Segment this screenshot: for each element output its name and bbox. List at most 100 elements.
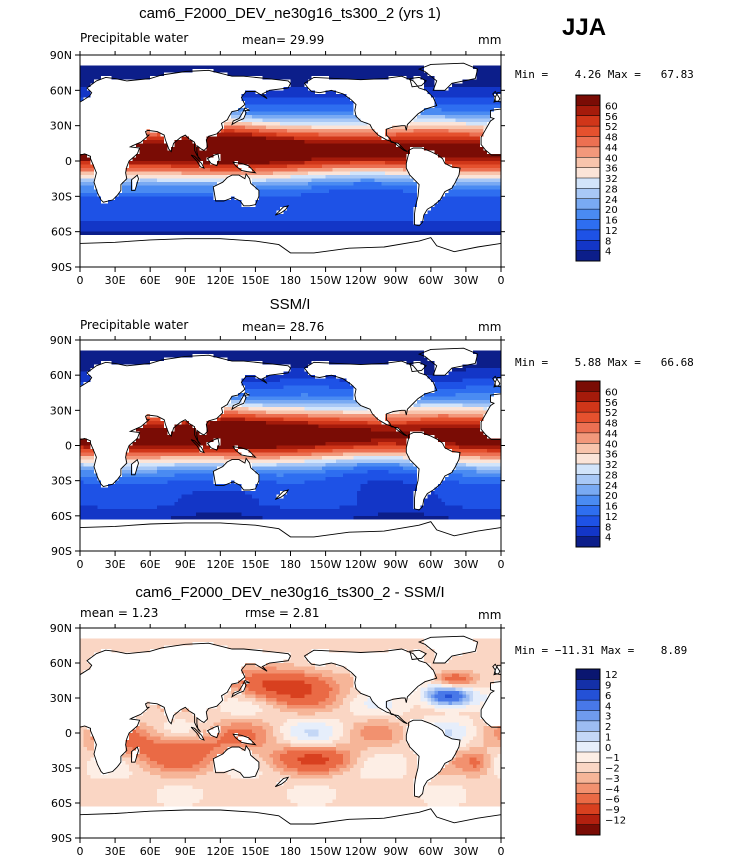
colorbar-label: 52 <box>605 408 618 419</box>
colorbar-swatch <box>576 422 600 434</box>
y-tick-label: 90S <box>51 261 72 274</box>
x-tick-label: 120W <box>345 274 377 287</box>
map-panel-1: 0 30E 60E 90E 120E 150E 180 150W 120W 90W 60W 30W 09… <box>50 49 505 287</box>
colorbar-swatch <box>576 762 600 774</box>
coast-westAfricaLeft <box>480 108 501 156</box>
x-tick-label: 60E <box>140 558 161 571</box>
panel1-minmax: Min = 4.26 Max = 67.83 <box>515 68 694 81</box>
x-tick-label: 180 <box>280 274 301 287</box>
panel1-title: cam6_F2000_DEV_ne30g16_ts300_2 (yrs 1) <box>139 5 441 22</box>
x-tick-label: 150W <box>310 845 342 858</box>
colorbar-swatch <box>576 453 600 465</box>
colorbar-label: 36 <box>605 450 618 461</box>
colorbar-label: 44 <box>605 429 618 440</box>
colorbar-label: 20 <box>605 491 618 502</box>
coast-sumatra <box>190 154 205 169</box>
x-tick-label: 150E <box>241 274 269 287</box>
y-tick-label: 90N <box>50 49 72 62</box>
coast-newGuinea <box>232 446 257 458</box>
y-tick-label: 0 <box>65 155 72 168</box>
y-tick-label: 30N <box>50 404 72 417</box>
coast-baffin <box>409 361 427 373</box>
coast-newZealand <box>274 205 290 216</box>
coast-japan <box>231 679 250 698</box>
colorbar-swatch <box>576 474 600 486</box>
colorbar-swatch <box>576 391 600 403</box>
coast-newGuinea <box>232 161 257 174</box>
coast-madagascar <box>131 746 139 763</box>
colorbar-label: 20 <box>605 205 618 216</box>
colorbar-swatch <box>576 188 600 200</box>
x-tick-label: 30W <box>453 274 478 287</box>
y-tick-label: 90S <box>51 832 72 845</box>
colorbar-swatch <box>576 136 600 148</box>
colorbar-label: −3 <box>605 774 620 785</box>
x-tick-label: 60E <box>140 845 161 858</box>
coast-uk <box>492 663 501 676</box>
colorbar-label: 12 <box>605 670 618 681</box>
x-tick-label: 30E <box>105 558 126 571</box>
colorbar-swatch <box>576 793 600 805</box>
colorbar-label: 4 <box>605 533 611 544</box>
y-tick-label: 60S <box>51 510 72 523</box>
colorbar-label: 16 <box>605 502 618 513</box>
colorbar-label: 60 <box>605 101 618 112</box>
colorbar-label: 32 <box>605 460 618 471</box>
colorbar-swatch <box>576 146 600 158</box>
colorbar-swatch <box>576 515 600 527</box>
x-tick-label: 60W <box>418 558 443 571</box>
panel1-mean-label: mean= 29.99 <box>242 33 325 47</box>
colorbar-swatch <box>576 126 600 137</box>
colorbar-swatch <box>576 157 600 168</box>
colorbar-label: 28 <box>605 184 618 195</box>
panel3-rmse-label: rmse = 2.81 <box>245 606 320 620</box>
colorbar-label: 1 <box>605 732 611 743</box>
colorbar-swatch <box>576 824 600 836</box>
colorbar-label: −1 <box>605 753 620 764</box>
coast-sumatra <box>190 439 205 454</box>
x-tick-label: 0 <box>498 558 505 571</box>
colorbar-label: 12 <box>605 512 618 523</box>
colorbar-swatch <box>576 432 600 444</box>
coast-baffin <box>409 76 427 88</box>
colorbar-swatch <box>576 219 600 231</box>
coast-japan <box>231 392 250 411</box>
colorbar-label: 4 <box>605 701 611 712</box>
colorbar-swatch <box>576 95 600 106</box>
panel2-minmax: Min = 5.88 Max = 66.68 <box>515 356 694 369</box>
colorbar-label: 0 <box>605 743 611 754</box>
y-tick-label: 90N <box>50 334 72 347</box>
colorbar-swatch <box>576 669 600 680</box>
coast-newGuinea <box>232 733 257 746</box>
colorbar-swatch <box>576 783 600 794</box>
map-panel-2: 0 30E 60E 90E 120E 150E 180 150W 120W 90W 60W 30W 09… <box>50 334 505 571</box>
colorbar-swatch <box>576 720 600 732</box>
x-tick-label: 0 <box>77 845 84 858</box>
coast-northAmerica <box>303 648 438 725</box>
coast-southAmerica <box>405 147 461 227</box>
x-tick-label: 60W <box>418 274 443 287</box>
x-tick-label: 90E <box>175 274 196 287</box>
x-tick-label: 0 <box>77 274 84 287</box>
coast-sumatra <box>190 726 205 741</box>
colorbar-swatch <box>576 443 600 454</box>
coast-westAfricaLeft <box>480 393 501 441</box>
x-tick-label: 120E <box>206 845 234 858</box>
coast-greenland <box>417 347 479 376</box>
y-tick-label: 90S <box>51 545 72 558</box>
coast-afroEurasia <box>80 354 292 487</box>
colorbar-swatch <box>576 679 600 691</box>
map-panel-3: 0 30E 60E 90E 120E 150E 180 150W 120W 90W 60W 30W 09… <box>50 622 505 858</box>
panel3-units-label: mm <box>478 608 502 622</box>
y-tick-label: 60N <box>50 657 72 670</box>
x-tick-label: 0 <box>498 845 505 858</box>
colorbar-label: 48 <box>605 133 618 144</box>
y-tick-label: 0 <box>65 440 72 453</box>
coast-westAfricaLeft <box>480 681 501 728</box>
coastlines-1 <box>80 62 501 267</box>
x-tick-label: 90E <box>175 558 196 571</box>
panel2-title: SSM/I <box>269 296 311 313</box>
x-tick-label: 0 <box>77 558 84 571</box>
